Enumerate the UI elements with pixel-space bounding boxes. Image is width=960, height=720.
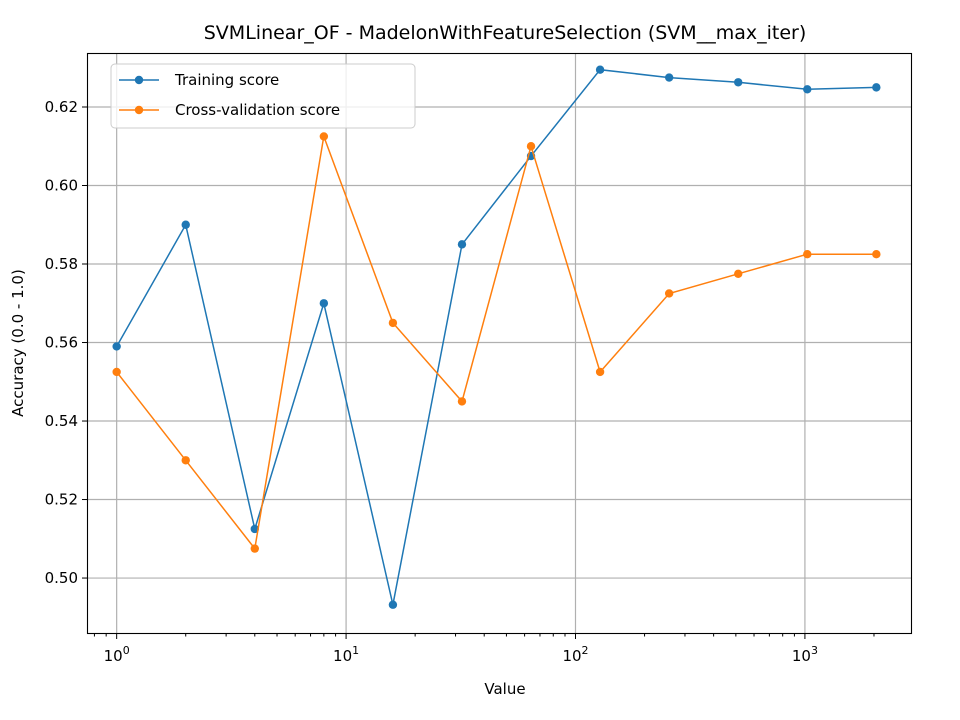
chart-title: SVMLinear_OF - MadelonWithFeatureSelecti…: [204, 22, 807, 44]
series-1-point: [872, 83, 881, 92]
y-tick-label: 0.58: [45, 255, 78, 273]
y-tick-label: 0.62: [45, 98, 78, 116]
series-1-point: [457, 240, 467, 249]
y-tick-label: 0.60: [45, 177, 78, 195]
series-2-point: [803, 249, 812, 259]
series-2-point: [526, 142, 536, 151]
x-axis: 100 101 102 103: [93, 633, 875, 665]
series-1-point: [181, 220, 190, 229]
legend-marker-2: [134, 105, 144, 115]
series-line-2: [116, 133, 877, 551]
series-1-point: [595, 65, 605, 74]
series-2-point: [595, 367, 605, 377]
series-1-point: [250, 524, 259, 534]
series-1-point: [803, 85, 812, 94]
series-2-point: [388, 318, 398, 328]
x-tick-label: 102: [562, 644, 588, 665]
y-tick-label: 0.50: [45, 569, 78, 587]
series-1-point: [388, 600, 398, 609]
y-tick-label: 0.54: [45, 412, 78, 430]
series-2-point: [319, 132, 329, 141]
grid-lines: [88, 54, 911, 633]
x-tick-label: 103: [792, 644, 818, 665]
legend-marker-1: [134, 75, 144, 85]
series-2-point: [250, 544, 259, 553]
series-line-1: [116, 68, 877, 605]
series-1-point: [664, 73, 674, 82]
legend-box: [110, 63, 416, 129]
plot-series: [112, 65, 881, 609]
series-1-point: [319, 299, 329, 308]
series-2-point: [734, 269, 743, 279]
legend-label-2: Cross-validation score: [175, 101, 340, 119]
x-tick-label: 100: [104, 644, 130, 665]
plot-frame: [86, 52, 913, 635]
series-1-point: [112, 342, 121, 351]
legend-label-1: Training score: [174, 71, 279, 89]
x-tick-label: 101: [333, 644, 359, 665]
y-axis-label: Accuracy (0.0 - 1.0): [9, 269, 27, 417]
x-axis-label: Value: [484, 680, 525, 698]
series-1-point: [734, 78, 743, 87]
series-2-point: [112, 367, 121, 377]
series-2-point: [872, 249, 881, 259]
y-tick-label: 0.56: [45, 334, 78, 352]
series-2-point: [457, 397, 467, 406]
series-2-point: [181, 456, 190, 465]
y-axis: 0.50 0.52 0.54 0.56 0.58 0.60 0.62: [45, 98, 88, 587]
legend: Training score Cross-validation score: [110, 63, 416, 129]
series-2-point: [664, 289, 674, 298]
y-tick-label: 0.52: [45, 491, 78, 509]
